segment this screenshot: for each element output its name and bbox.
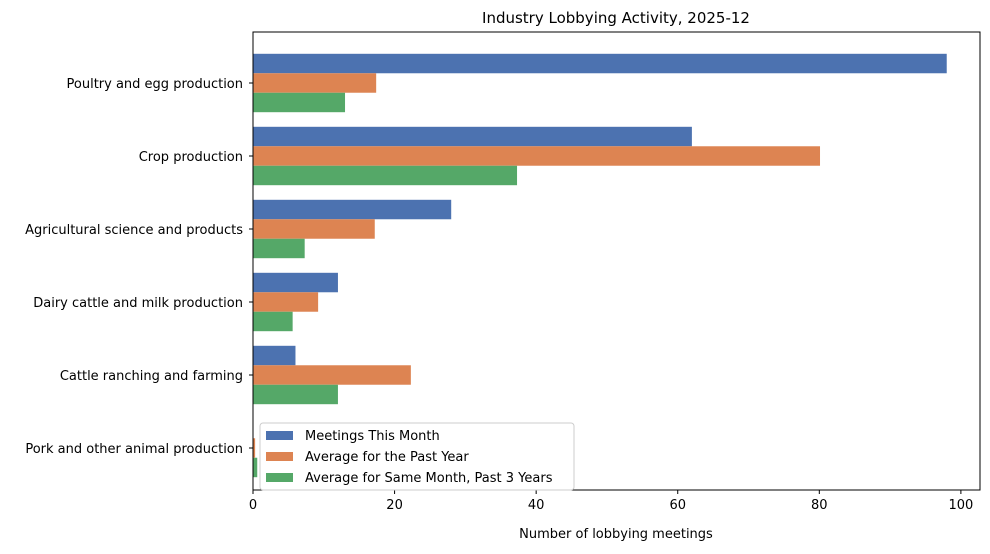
bar xyxy=(253,73,377,93)
bar xyxy=(253,126,692,147)
bar xyxy=(253,457,258,478)
bar xyxy=(253,238,305,259)
y-tick-label: Poultry and egg production xyxy=(67,77,243,92)
y-tick-label: Agricultural science and products xyxy=(25,223,243,238)
x-tick-label: 60 xyxy=(669,498,686,513)
plot-frame xyxy=(252,31,981,491)
bar xyxy=(253,292,319,312)
y-tick-label: Pork and other animal production xyxy=(25,442,243,457)
bar xyxy=(253,92,346,113)
x-tick-label: 40 xyxy=(528,498,545,513)
bar xyxy=(253,219,375,239)
legend-swatch xyxy=(266,473,293,482)
x-tick-label: 100 xyxy=(948,498,973,513)
bar xyxy=(253,199,452,220)
legend-swatch xyxy=(266,431,293,440)
x-axis-label: Number of lobbying meetings xyxy=(519,527,713,542)
x-tick-label: 0 xyxy=(249,498,257,513)
legend-label: Meetings This Month xyxy=(305,429,440,444)
bar xyxy=(253,146,821,166)
legend: Meetings This Month Average for the Past … xyxy=(259,422,575,491)
bar xyxy=(253,311,293,332)
legend-label: Average for the Past Year xyxy=(305,450,469,465)
legend-swatch xyxy=(266,452,293,461)
bar xyxy=(253,272,338,293)
legend-label: Average for Same Month, Past 3 Years xyxy=(305,471,553,486)
bar xyxy=(253,345,296,366)
y-tick-label: Cattle ranching and farming xyxy=(60,369,243,384)
x-tick-label: 80 xyxy=(811,498,828,513)
legend-box xyxy=(259,422,575,491)
y-tick-label: Dairy cattle and milk production xyxy=(33,296,243,311)
y-tick-label: Crop production xyxy=(139,150,243,165)
chart-title: Industry Lobbying Activity, 2025-12 xyxy=(482,9,750,27)
bar xyxy=(253,384,338,405)
x-tick-label: 20 xyxy=(386,498,403,513)
bar xyxy=(253,165,518,186)
bar xyxy=(253,365,411,385)
bar xyxy=(253,438,256,458)
bar xyxy=(253,53,947,74)
